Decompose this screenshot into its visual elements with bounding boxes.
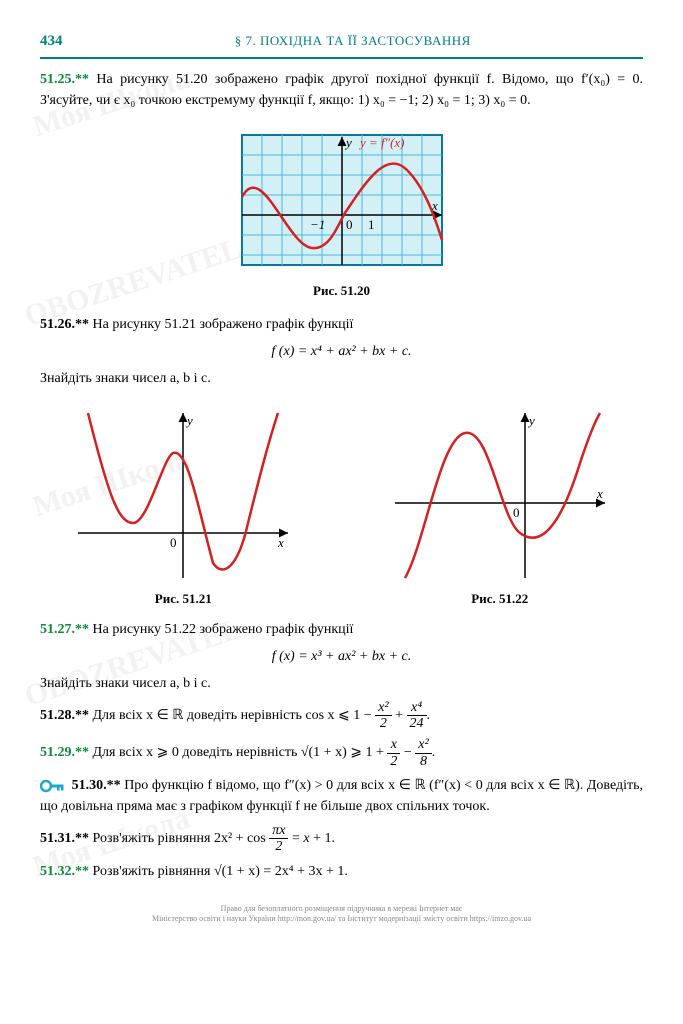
chart-5121: y x 0 — [68, 403, 298, 583]
problem-5127: 51.27.** На рисунку 51.22 зображено граф… — [40, 619, 643, 640]
chart-5120: −1 0 1 y x y = f″(x) — [232, 125, 452, 275]
page-header: 434 § 7. ПОХІДНА ТА ЇЇ ЗАСТОСУВАННЯ — [40, 30, 643, 53]
footer-line: Міністерство освіти і науки України http… — [40, 914, 643, 924]
chart-5122: y x 0 — [385, 403, 615, 583]
problem-text: На рисунку 51.22 зображено графік функці… — [93, 622, 354, 637]
problem-text: Для всіх x ∈ ℝ доведіть нерівність cos x… — [93, 708, 372, 723]
problem-text: Для всіх x ⩾ 0 доведіть нерівність √(1 +… — [93, 745, 384, 760]
header-rule — [40, 57, 643, 59]
problem-5130: 51.30.** Про функцію f відомо, що f″(x) … — [40, 775, 643, 817]
y-axis-label: y — [527, 413, 535, 428]
key-icon — [40, 779, 64, 793]
page-footer: Право для безоплатного розміщення підруч… — [40, 904, 643, 925]
tick-neg1: −1 — [310, 217, 325, 232]
problem-text-b: Знайдіть знаки чисел a, b і c. — [40, 673, 643, 694]
problem-number: 51.30.** — [72, 778, 121, 793]
problem-text-b: Знайдіть знаки чисел a, b і c. — [40, 368, 643, 389]
origin-label: 0 — [513, 505, 520, 520]
problem-5131: 51.31.** Розв'яжіть рівняння 2x² + cos π… — [40, 823, 643, 855]
y-axis-label: y — [344, 135, 352, 150]
problem-text: Про функцію f відомо, що f″(x) > 0 для в… — [40, 778, 643, 814]
footer-line: Право для безоплатного розміщення підруч… — [40, 904, 643, 914]
figure-caption: Рис. 51.21 — [40, 589, 327, 609]
figure-5122: y x 0 Рис. 51.22 — [357, 403, 644, 609]
problem-5126: 51.26.** На рисунку 51.21 зображено граф… — [40, 314, 643, 335]
figure-5120: −1 0 1 y x y = f″(x) Рис. 51.20 — [40, 125, 643, 301]
section-title: § 7. ПОХІДНА ТА ЇЇ ЗАСТОСУВАННЯ — [63, 31, 644, 51]
problem-number: 51.26.** — [40, 317, 89, 332]
figure-row: y x 0 Рис. 51.21 y x 0 Рис. 51.22 — [40, 403, 643, 609]
tick-1: 1 — [368, 217, 375, 232]
x-axis-label: x — [277, 535, 284, 550]
x-axis-label: x — [431, 198, 438, 213]
problem-text: Розв'яжіть рівняння √(1 + x) = 2x⁴ + 3x … — [93, 864, 348, 879]
origin-label: 0 — [170, 535, 177, 550]
x-axis-label: x — [596, 486, 603, 501]
problem-number: 51.29.** — [40, 745, 89, 760]
problem-text: На рисунку 51.20 зображено графік другої… — [40, 72, 643, 108]
problem-number: 51.31.** — [40, 831, 89, 846]
problem-number: 51.27.** — [40, 622, 89, 637]
problem-number: 51.32.** — [40, 864, 89, 879]
problem-number: 51.28.** — [40, 708, 89, 723]
problem-5132: 51.32.** Розв'яжіть рівняння √(1 + x) = … — [40, 861, 643, 882]
problem-5128: 51.28.** Для всіх x ∈ ℝ доведіть нерівні… — [40, 700, 643, 732]
page-number: 434 — [40, 30, 63, 53]
formula: f (x) = x³ + ax² + bx + c. — [40, 646, 643, 667]
formula: f (x) = x⁴ + ax² + bx + c. — [40, 341, 643, 362]
problem-5125: 51.25.** На рисунку 51.20 зображено граф… — [40, 69, 643, 111]
figure-caption: Рис. 51.20 — [40, 281, 643, 301]
problem-number: 51.25.** — [40, 72, 89, 87]
problem-text: Розв'яжіть рівняння 2x² + cos — [93, 831, 266, 846]
figure-caption: Рис. 51.22 — [357, 589, 644, 609]
y-axis-label: y — [185, 413, 193, 428]
problem-text: На рисунку 51.21 зображено графік функці… — [93, 317, 354, 332]
tick-0: 0 — [346, 217, 353, 232]
figure-5121: y x 0 Рис. 51.21 — [40, 403, 327, 609]
curve-label: y = f″(x) — [358, 135, 405, 150]
problem-5129: 51.29.** Для всіх x ⩾ 0 доведіть нерівні… — [40, 737, 643, 769]
